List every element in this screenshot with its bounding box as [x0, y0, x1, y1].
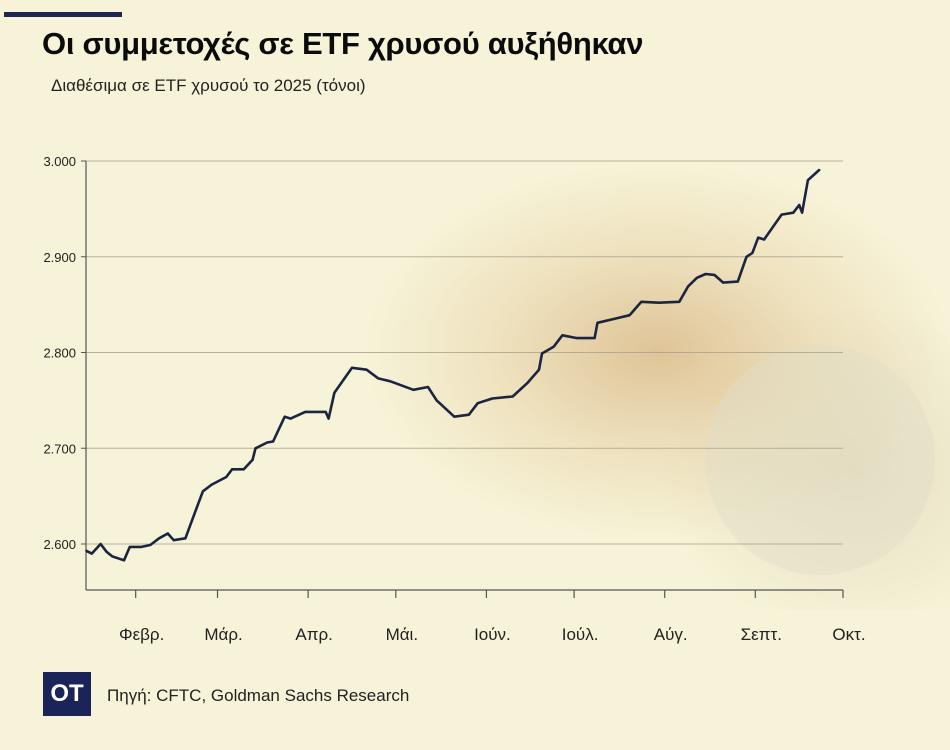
x-tick-label: Αύγ.: [654, 625, 688, 644]
data-point: [801, 211, 803, 214]
data-point: [167, 532, 169, 535]
data-point: [333, 391, 336, 394]
data-point: [196, 505, 198, 508]
data-point: [713, 274, 716, 276]
data-point: [123, 559, 125, 562]
data-point: [658, 301, 660, 304]
data-point: [552, 345, 555, 348]
x-tick-label: Φεβρ.: [119, 625, 164, 644]
data-point: [389, 380, 391, 383]
data-point: [818, 168, 821, 171]
data-point: [99, 543, 102, 545]
y-tick-label: 2.700: [43, 441, 76, 456]
data-point: [435, 399, 438, 402]
decorative-circle: [705, 345, 935, 575]
data-point: [304, 411, 307, 413]
data-point: [266, 441, 269, 444]
x-tick-label: Σεπτ.: [741, 625, 782, 644]
data-point: [351, 367, 353, 369]
data-point: [596, 322, 599, 324]
series-line: [85, 168, 821, 562]
data-point: [617, 317, 619, 319]
data-point: [491, 397, 494, 400]
data-point: [526, 382, 529, 384]
x-tick-label: Οκτ.: [832, 625, 865, 644]
gold-bars-background-image: [300, 140, 950, 610]
chart-subtitle: Διαθέσιμα σε ETF χρυσού το 2025 (τόνοι): [51, 76, 366, 95]
chart-title: Οι συμμετοχές σε ETF χρυσού αυξήθηκαν: [42, 26, 644, 61]
data-point: [427, 386, 429, 388]
data-point: [111, 555, 114, 558]
y-tick-label: 2.600: [43, 537, 76, 552]
data-point: [129, 546, 131, 548]
data-point: [561, 334, 564, 337]
data-point: [210, 483, 213, 486]
data-point: [722, 281, 724, 284]
data-point: [792, 211, 795, 214]
data-point: [140, 546, 143, 548]
data-point: [696, 277, 698, 279]
data-point: [687, 285, 689, 288]
data-point: [327, 417, 330, 420]
data-point: [254, 447, 257, 450]
data-point: [538, 368, 540, 371]
x-tick-label: Ιούλ.: [562, 625, 599, 644]
data-point: [243, 468, 245, 471]
data-point: [476, 402, 479, 405]
y-tick-label: 2.900: [43, 250, 76, 265]
data-point: [453, 415, 456, 418]
data-point: [704, 273, 707, 275]
data-point: [105, 550, 108, 553]
data-point: [763, 238, 765, 241]
data-point: [158, 537, 160, 540]
x-tick-label: Ιούν.: [474, 625, 511, 644]
data-point: [757, 236, 760, 239]
x-tick-label: Μάι.: [386, 625, 419, 644]
data-point: [593, 337, 596, 339]
data-point: [365, 368, 368, 371]
data-point: [745, 255, 748, 258]
data-point: [184, 537, 187, 540]
data-point: [225, 476, 228, 478]
data-point: [272, 440, 274, 443]
logo-text: OT: [50, 680, 84, 707]
data-point: [780, 213, 783, 216]
data-point: [289, 417, 292, 420]
data-point: [91, 552, 93, 555]
y-tick-label: 2.800: [43, 346, 76, 361]
data-point: [85, 549, 87, 552]
data-point: [751, 252, 754, 254]
data-point: [511, 395, 514, 398]
source-note: Πηγή: CFTC, Goldman Sachs Research: [107, 686, 410, 705]
data-point: [377, 377, 380, 380]
data-point: [736, 280, 739, 283]
accent-bar: [4, 12, 122, 17]
data-point: [172, 539, 175, 541]
data-point: [149, 544, 152, 546]
data-point: [798, 204, 800, 206]
data-point: [640, 300, 643, 303]
data-point: [541, 352, 543, 355]
data-point: [576, 337, 578, 339]
data-point: [251, 458, 254, 461]
x-tick-label: Απρ.: [295, 625, 332, 644]
data-point: [468, 413, 470, 416]
data-point: [231, 468, 233, 471]
data-point: [412, 389, 415, 391]
y-tick-label: 3.000: [43, 154, 76, 169]
data-point: [678, 300, 681, 303]
data-point: [807, 179, 809, 181]
ot-logo: OT: [43, 672, 91, 716]
data-point: [628, 314, 631, 316]
data-point: [324, 411, 327, 413]
data-point: [283, 415, 286, 418]
data-point: [202, 490, 204, 493]
x-tick-label: Μάρ.: [204, 625, 242, 644]
